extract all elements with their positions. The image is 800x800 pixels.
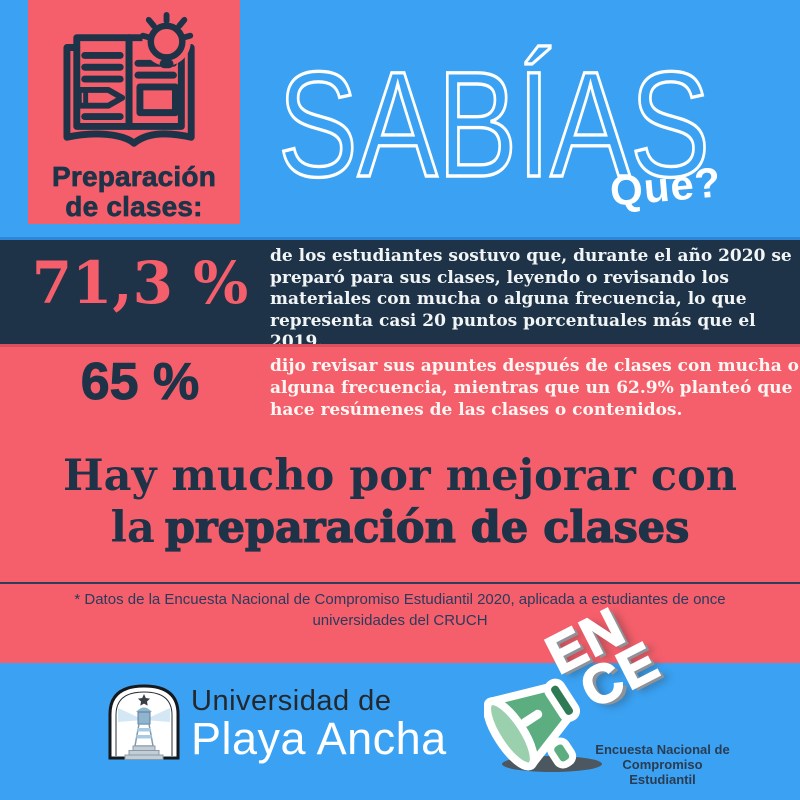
topic-badge: Preparación de clases:	[28, 0, 240, 224]
university-name-line1: Universidad de	[191, 685, 392, 717]
university-logo-text: Universidad de Playa Ancha	[191, 686, 447, 762]
ence-caption-line1: Encuesta Nacional de	[595, 742, 730, 757]
ence-caption: Encuesta Nacional de Compromiso Estudian…	[590, 742, 735, 787]
main-band-coral	[0, 344, 800, 663]
footnote: * Datos de la Encuesta Nacional de Compr…	[60, 589, 740, 631]
stat-2-text-line: alguna frecuencia, mientras que un 62.9%…	[270, 378, 793, 398]
stat-2-value: 65 %	[80, 353, 200, 412]
megaphone-icon	[484, 678, 602, 772]
stat-2-text-line: hace resúmenes de las clases o contenido…	[270, 400, 683, 420]
stat-2-text: dijo revisar sus apuntes después de clas…	[270, 355, 799, 421]
stat-1-text-line: materiales con mucha o alguna frecuencia…	[270, 289, 747, 309]
headline: Hay mucho por mejorar con la preparación …	[0, 450, 800, 554]
headline-line2-emphasis: preparación de clases	[164, 502, 690, 553]
lighthouse-emblem-icon	[108, 684, 180, 760]
headline-line1: Hay mucho por mejorar con	[62, 451, 738, 501]
university-logo: Universidad de Playa Ancha	[106, 682, 447, 762]
sabias-outline-title: SABÍAS	[276, 38, 711, 194]
stat-1-value: 71,3 %	[31, 249, 249, 317]
university-name-line2: Playa Ancha	[191, 713, 447, 764]
footnote-line: universidades del CRUCH	[312, 612, 488, 629]
stat-1-text: de los estudiantes sostuvo que, durante …	[270, 246, 800, 354]
headline-line2: la preparación de clases	[0, 502, 800, 554]
book-lightbulb-icon	[63, 12, 195, 147]
stat-1-text-line: preparó para sus clases, leyendo o revis…	[270, 267, 729, 288]
footnote-line: * Datos de la Encuesta Nacional de Compr…	[74, 591, 726, 608]
footnote-divider	[0, 582, 800, 584]
ence-caption-line2: Compromiso Estudiantil	[622, 757, 703, 787]
stat-2-text-line: dijo revisar sus apuntes después de clas…	[270, 356, 799, 376]
topic-badge-label-line2: de clases:	[65, 191, 203, 222]
sabias-title-text: SABÍAS	[278, 40, 710, 194]
topic-badge-label-line1: Preparación	[51, 161, 217, 192]
stat-1-text-line: de los estudiantes sostuvo que, durante …	[270, 246, 792, 266]
stat-band-navy	[0, 237, 800, 344]
topic-badge-label: Preparación de clases:	[51, 161, 217, 222]
headline-line2-prefix: la	[110, 503, 155, 553]
que-subtitle: Que?	[608, 158, 724, 215]
